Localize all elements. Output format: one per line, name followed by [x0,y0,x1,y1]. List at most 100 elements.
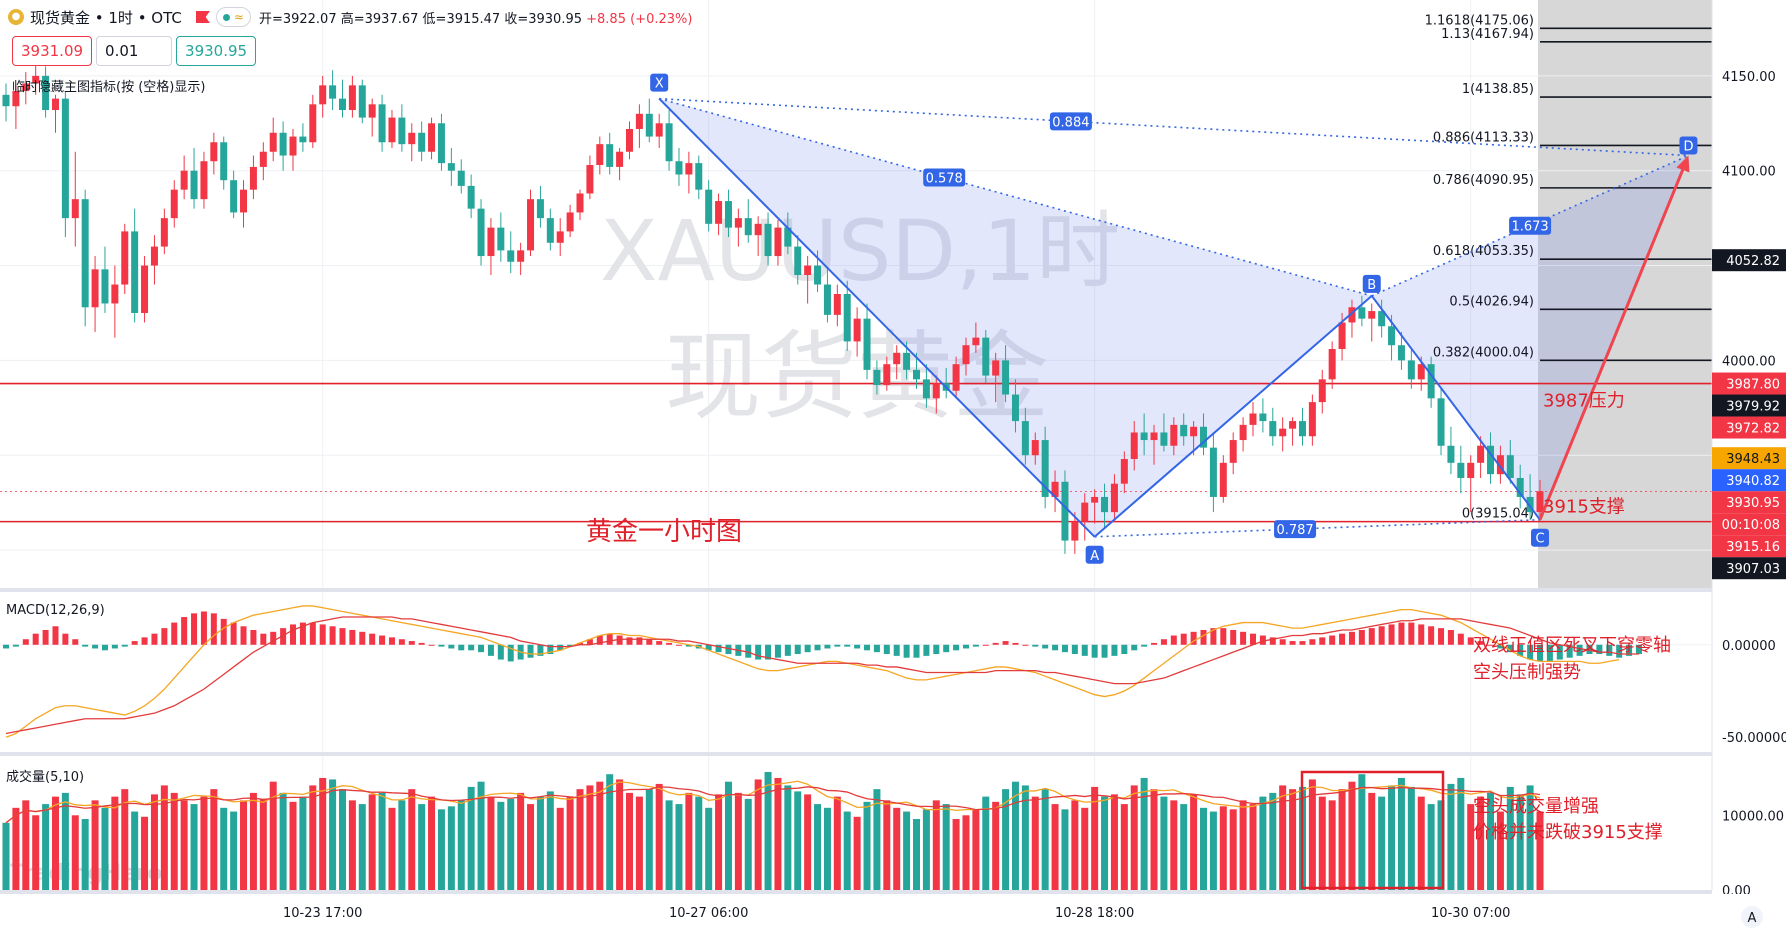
macd-histogram-bar [1358,629,1365,645]
price-tag [1712,557,1786,580]
candle-body [131,231,139,313]
candle-body [1526,496,1534,513]
macd-histogram-bar [12,644,19,647]
candle-body [1081,502,1089,522]
volume-bar [1259,796,1267,890]
volume-label[interactable]: 成交量(5,10) [6,770,85,785]
macd-axis-tick: 0.00000 [1722,639,1776,654]
volume-bar [1397,777,1405,890]
macd-histogram-bar [883,644,890,655]
price-tag-label: 3979.92 [1726,400,1780,415]
candle-body [1130,432,1138,460]
macd-histogram-bar [1259,635,1266,645]
hidden-indicators-hint[interactable]: 临时隐藏主图指标(按 (空格)显示) [12,80,206,95]
pattern-leg-bd [1371,154,1689,297]
macd-label[interactable]: MACD(12,26,9) [6,603,105,618]
fib-level-label: 0.886(4113.33) [1433,130,1534,145]
candle-body [1219,462,1227,497]
volume-bar [913,819,921,890]
volume-bar [1348,781,1356,890]
flag-icon[interactable] [195,11,210,23]
buy-button[interactable]: 3930.95 [176,36,257,66]
macd-histogram-bar [1378,626,1385,645]
candle-body [1002,360,1010,395]
volume-bar [1487,792,1495,890]
macd-histogram-bar [220,618,227,645]
symbol-title[interactable]: 现货黄金 • 1时 • OTC [30,8,182,27]
candle-body [1447,445,1455,463]
macd-histogram-bar [1012,642,1019,645]
macd-histogram-bar [111,644,118,649]
volume-bar [240,800,248,890]
macd-histogram-bar [1210,628,1217,645]
status-pill[interactable]: ≈ [215,7,251,27]
macd-histogram-bar [290,624,297,645]
quantity-input[interactable]: 0.01 [96,36,173,66]
macd-histogram-bar [824,644,831,649]
macd-histogram-bar [101,644,108,651]
volume-bar [1229,809,1237,890]
macd-histogram-bar [200,611,207,645]
macd-histogram-bar [1249,633,1256,645]
candle-body [309,104,317,143]
macd-histogram-bar [685,644,692,647]
gold-coin-icon: ● [8,9,24,25]
macd-histogram-bar [972,644,979,647]
volume-bar [358,804,366,890]
volume-bar [111,796,119,890]
macd-histogram-bar [666,642,673,645]
candle-body [180,170,188,190]
volume-bar [467,786,475,890]
volume-bar [200,796,208,890]
candle-body [734,218,742,228]
volume-bar [1269,792,1277,890]
macd-histogram-bar [181,617,188,645]
macd-histogram-bar [388,637,395,645]
resistance-label: 3987压力 [1543,391,1625,412]
macd-histogram-bar [3,644,9,649]
candle-body [972,337,980,346]
volume-bar [1358,774,1366,890]
macd-histogram-bar [646,639,653,645]
macd-histogram-bar [230,622,237,645]
candle-body [1180,424,1188,437]
macd-histogram-bar [705,644,712,651]
pattern-point-label: C [1535,532,1544,547]
candle-body [1200,426,1208,448]
panel-separator [0,588,1786,592]
sell-button[interactable]: 3931.09 [12,36,93,66]
volume-bar [804,794,812,890]
candle-body [685,163,693,175]
candle-body [428,123,436,152]
volume-bar [715,794,723,890]
macd-histogram-bar [1279,639,1286,645]
candle-body [121,231,129,285]
candle-body [358,85,366,118]
ohlc-high: 高=3937.67 [340,11,419,27]
volume-bar [1031,796,1039,890]
price-tag-label: 4052.82 [1726,254,1780,269]
volume-bar [1368,792,1376,890]
macd-histogram-bar [478,644,485,653]
macd-histogram-bar [1071,644,1078,655]
candle-body [160,218,168,247]
macd-histogram-bar [1487,644,1494,646]
macd-histogram-bar [1329,635,1336,645]
macd-histogram-bar [487,644,494,656]
macd-histogram-bar [52,626,59,645]
price-tag [1712,249,1786,272]
macd-axis-tick: -50.00000 [1722,731,1786,746]
macd-histogram-bar [1151,642,1158,645]
candle-body [348,85,356,111]
candle-body [1101,496,1109,513]
volume-bar [1289,789,1297,890]
candle-body [517,250,525,262]
candle-body [240,189,248,213]
macd-histogram-bar [1319,637,1326,645]
time-axis-tick: 10-23 17:00 [283,906,362,921]
candle-body [487,227,495,257]
macd-histogram-bar [1220,628,1227,645]
pattern-ratio-box [923,168,966,187]
macd-histogram-bar [1388,624,1395,645]
